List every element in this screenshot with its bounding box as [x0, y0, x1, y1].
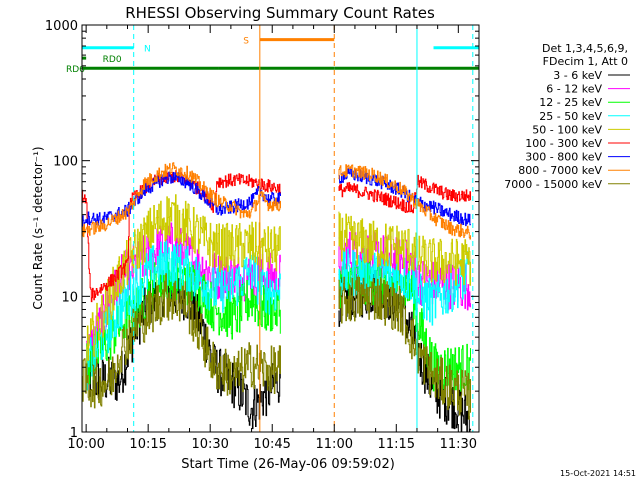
- y-tick-label: 100: [53, 155, 78, 170]
- x-tick-label: 10:15: [129, 437, 166, 452]
- series-line-25-50-kev: [86, 240, 281, 391]
- legend-label-800-7000-kev: 800 - 7000 keV: [518, 164, 602, 177]
- flag-label-s: S: [243, 37, 249, 47]
- x-axis-label: Start Time (26-May-06 09:59:02): [181, 457, 395, 472]
- flag-label-rd6: RD6: [66, 65, 85, 75]
- y-tick-label: 1: [70, 426, 78, 441]
- legend-header-line-1: Det 1,3,4,5,6,9,: [542, 42, 628, 55]
- legend-label-6-12-kev: 6 - 12 keV: [546, 83, 602, 96]
- plot-area: [82, 162, 471, 433]
- legend-label-300-800-kev: 300 - 800 keV: [525, 151, 602, 164]
- series-line-7000-15000-kev: [82, 273, 281, 409]
- series-line-7000-15000-kev-segment-2: [338, 276, 471, 420]
- plot-frame: [81, 24, 480, 433]
- series-line-50-100-kev-segment-2: [338, 211, 471, 286]
- series-line-100-300-kev: [82, 170, 281, 303]
- series-line-800-7000-kev-segment-2: [338, 164, 471, 240]
- legend: Det 1,3,4,5,6,9, FDecim 1, Att 0 3 - 6 k…: [504, 42, 630, 191]
- x-tick-label: 11:15: [378, 437, 415, 452]
- y-tick-label: 1000: [45, 19, 78, 34]
- legend-label-7000-15000-kev: 7000 - 15000 keV: [504, 178, 602, 191]
- overlay-layer: N S RD0 RD6: [66, 25, 479, 432]
- x-tick-label: 10:30: [191, 437, 228, 452]
- chart-title: RHESSI Observing Summary Count Rates: [125, 4, 435, 22]
- series-line-800-7000-kev: [82, 162, 281, 238]
- legend-header-line-2: FDecim 1, Att 0: [543, 55, 628, 68]
- legend-label-25-50-kev: 25 - 50 keV: [539, 110, 602, 123]
- y-axis-label: Count Rate (s⁻¹ detector⁻¹): [31, 146, 45, 309]
- x-tick-label: 10:00: [67, 437, 104, 452]
- series-line-25-50-kev-segment-2: [338, 248, 471, 326]
- x-tick-label: 11:00: [316, 437, 353, 452]
- axes: 10:00 10:15 10:30 10:45 11:00 11:15 11:30 1 10 10…: [45, 19, 479, 452]
- legend-label-3-6-kev: 3 - 6 keV: [553, 69, 602, 82]
- legend-label-100-300-kev: 100 - 300 keV: [525, 137, 602, 150]
- x-tick-label: 10:45: [253, 437, 290, 452]
- flag-label-n: N: [144, 45, 151, 55]
- timestamp: 15-Oct-2021 14:51: [560, 469, 636, 478]
- series-line-50-100-kev: [86, 194, 281, 373]
- y-tick-label: 10: [61, 290, 78, 305]
- x-tick-label: 11:30: [440, 437, 477, 452]
- series-line-100-300-kev-segment-2: [338, 174, 471, 214]
- flag-label-rd0: RD0: [103, 55, 122, 65]
- legend-label-50-100-kev: 50 - 100 keV: [532, 123, 602, 136]
- legend-label-12-25-kev: 12 - 25 keV: [539, 96, 602, 109]
